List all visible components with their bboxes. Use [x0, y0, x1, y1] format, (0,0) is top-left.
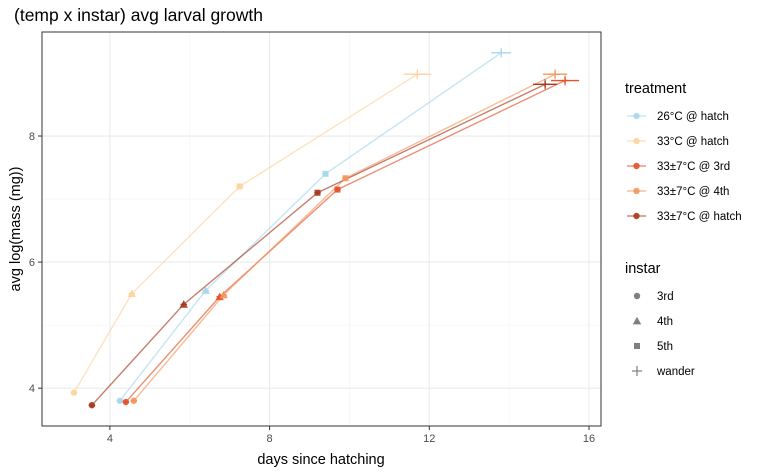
- data-point-3rd: [122, 398, 130, 406]
- data-point-5th: [236, 183, 243, 190]
- series-line: [91, 83, 546, 406]
- legend-point-key: [633, 212, 640, 220]
- legend-instar: instar 3rd 4th 5th wander: [625, 261, 695, 378]
- legend-instar-label: 4th: [657, 316, 673, 328]
- x-tick-label: 8: [267, 433, 273, 445]
- plot-panel: [41, 31, 602, 427]
- legend-treatment-title: treatment: [625, 81, 686, 97]
- data-point-wander: [560, 75, 571, 86]
- legend-treatment-label: 33±7°C @ 4th: [657, 186, 729, 198]
- legend-point-key: [633, 162, 640, 170]
- legend-treatment-label: 33°C @ hatch: [657, 136, 729, 148]
- legend-treatment-label: 33±7°C @ hatch: [657, 211, 742, 223]
- data-point-wander: [550, 69, 561, 80]
- data-point-5th: [342, 175, 349, 182]
- legend-shape-key: [632, 316, 642, 325]
- legend-shape-key: [632, 366, 642, 376]
- data-point-4th: [219, 290, 228, 299]
- legend-instar-label: wander: [656, 366, 695, 378]
- x-axis-title: days since hatching: [257, 452, 384, 468]
- data-point-5th: [334, 186, 341, 193]
- legend-instar-label: 5th: [657, 341, 673, 353]
- legend-treatment-item: 33±7°C @ hatch: [627, 211, 742, 223]
- legend-treatment: treatment 26°C @ hatch 33°C @ hatch 33±7°C…: [625, 81, 742, 223]
- data-point-3rd: [116, 397, 124, 404]
- legend-treatment-item: 33°C @ hatch: [627, 136, 729, 148]
- grid-major: [42, 32, 601, 426]
- y-axis-title: avg log(mass (mg)): [8, 167, 24, 292]
- legend-instar-item: 4th: [632, 316, 673, 328]
- legend-instar-item: 3rd: [633, 291, 674, 303]
- data-point-wander: [496, 47, 507, 58]
- series-line: [133, 73, 556, 402]
- data-point-3rd: [130, 397, 138, 404]
- plot-border: [41, 31, 602, 427]
- data-point-4th: [201, 286, 210, 294]
- data-point-wander: [540, 79, 551, 90]
- data-points: [70, 47, 571, 409]
- legend-treatment-item: 33±7°C @ 4th: [627, 186, 729, 198]
- legend-point-key: [633, 187, 640, 195]
- legend-point-key: [633, 112, 640, 120]
- series-line: [73, 73, 418, 393]
- data-point-5th: [314, 189, 321, 196]
- x-tick-label: 16: [583, 433, 595, 445]
- legend-treatment-label: 26°C @ hatch: [657, 111, 729, 123]
- data-point-4th: [215, 292, 224, 301]
- data-point-4th: [179, 300, 188, 308]
- y-tick-label: 8: [29, 131, 35, 143]
- legend-instar-item: wander: [632, 366, 695, 378]
- data-point-3rd: [88, 401, 96, 409]
- data-point-5th: [322, 170, 329, 177]
- legend-treatment-item: 26°C @ hatch: [627, 111, 729, 123]
- legend-treatment-label: 33±7°C @ 3rd: [657, 161, 730, 173]
- data-point-3rd: [70, 389, 78, 396]
- x-axis: 4 8 12 16: [107, 426, 595, 445]
- legend-instar-title: instar: [625, 261, 661, 277]
- legend-treatment-item: 33±7°C @ 3rd: [627, 161, 730, 173]
- y-axis: 4 6 8: [29, 131, 42, 395]
- data-point-4th: [127, 289, 137, 297]
- series-lines: [73, 52, 566, 406]
- legend-shape-key: [634, 343, 640, 349]
- chart-title: (temp x instar) avg larval growth: [14, 5, 263, 25]
- x-tick-label: 12: [423, 433, 435, 445]
- legend-shape-key: [633, 292, 641, 300]
- legend-instar-item: 5th: [634, 341, 673, 353]
- y-tick-label: 4: [29, 383, 35, 395]
- legend-instar-label: 3rd: [657, 291, 674, 303]
- legend-point-key: [633, 137, 640, 145]
- data-point-wander: [412, 69, 423, 80]
- x-tick-label: 4: [107, 433, 113, 445]
- series-line: [119, 52, 502, 402]
- y-tick-label: 6: [29, 257, 35, 269]
